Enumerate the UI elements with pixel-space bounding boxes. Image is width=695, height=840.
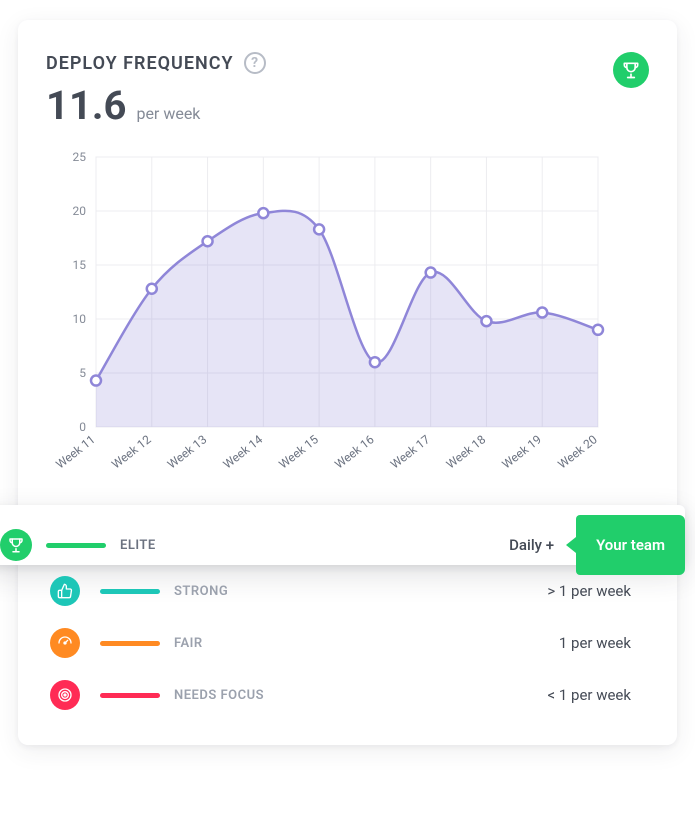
- your-team-badge: Your team: [576, 515, 685, 575]
- svg-text:20: 20: [73, 204, 87, 218]
- deploy-frequency-chart: 0 5 10 15 20 25 Week 11 Week 12 Week 13 Week 14 We…: [46, 147, 606, 487]
- card-title: DEPLOY FREQUENCY: [46, 53, 234, 74]
- svg-text:Week 12: Week 12: [109, 432, 154, 471]
- deploy-frequency-card: DEPLOY FREQUENCY ? 11.6 per week 0 5 10 15 2…: [18, 20, 677, 745]
- svg-text:25: 25: [73, 150, 87, 164]
- thumbs-up-icon: [50, 576, 80, 606]
- trophy-icon: [0, 529, 32, 561]
- legend-value: 1 per week: [559, 634, 631, 652]
- legend-swatch: [46, 543, 106, 548]
- legend-row-strong: STRONG > 1 per week: [46, 565, 649, 617]
- legend-row-elite: ELITEDaily +Your team: [0, 505, 685, 565]
- trophy-icon: [613, 52, 649, 88]
- svg-text:Week 15: Week 15: [276, 432, 321, 471]
- legend-label: ELITE: [120, 538, 495, 553]
- svg-text:5: 5: [79, 366, 86, 380]
- gauge-icon: [50, 628, 80, 658]
- help-icon[interactable]: ?: [244, 52, 266, 74]
- legend-row-fair: FAIR 1 per week: [46, 617, 649, 669]
- svg-text:10: 10: [73, 312, 87, 326]
- legend-label: NEEDS FOCUS: [174, 688, 534, 703]
- svg-text:Week 11: Week 11: [53, 432, 98, 471]
- svg-text:15: 15: [73, 258, 87, 272]
- svg-text:Week 18: Week 18: [444, 432, 489, 471]
- legend-swatch: [100, 641, 160, 646]
- svg-text:Week 17: Week 17: [388, 432, 433, 471]
- svg-text:Week 20: Week 20: [555, 432, 600, 471]
- svg-text:Week 14: Week 14: [221, 432, 266, 471]
- svg-text:Week 16: Week 16: [332, 432, 377, 471]
- metric-unit: per week: [136, 104, 200, 123]
- metric-value: 11.6: [46, 82, 126, 129]
- chart-container: 0 5 10 15 20 25 Week 11 Week 12 Week 13 Week 14 We…: [46, 147, 649, 487]
- target-icon: [50, 680, 80, 710]
- card-header: DEPLOY FREQUENCY ? 11.6 per week: [46, 52, 649, 129]
- legend-value: Daily +: [509, 536, 554, 554]
- legend-value: > 1 per week: [547, 582, 631, 600]
- legend-value: < 1 per week: [548, 686, 631, 704]
- legend-swatch: [100, 589, 160, 594]
- svg-text:Week 13: Week 13: [165, 432, 210, 471]
- metric: 11.6 per week: [46, 82, 266, 129]
- svg-text:Week 19: Week 19: [499, 432, 544, 471]
- legend-label: STRONG: [174, 584, 533, 599]
- legend-label: FAIR: [174, 636, 545, 651]
- legend-row-focus: NEEDS FOCUS < 1 per week: [46, 669, 649, 721]
- legend-swatch: [100, 693, 160, 698]
- tier-legend: ELITEDaily +Your teamSTRONG> 1 per weekF…: [46, 505, 649, 721]
- svg-text:0: 0: [79, 420, 86, 434]
